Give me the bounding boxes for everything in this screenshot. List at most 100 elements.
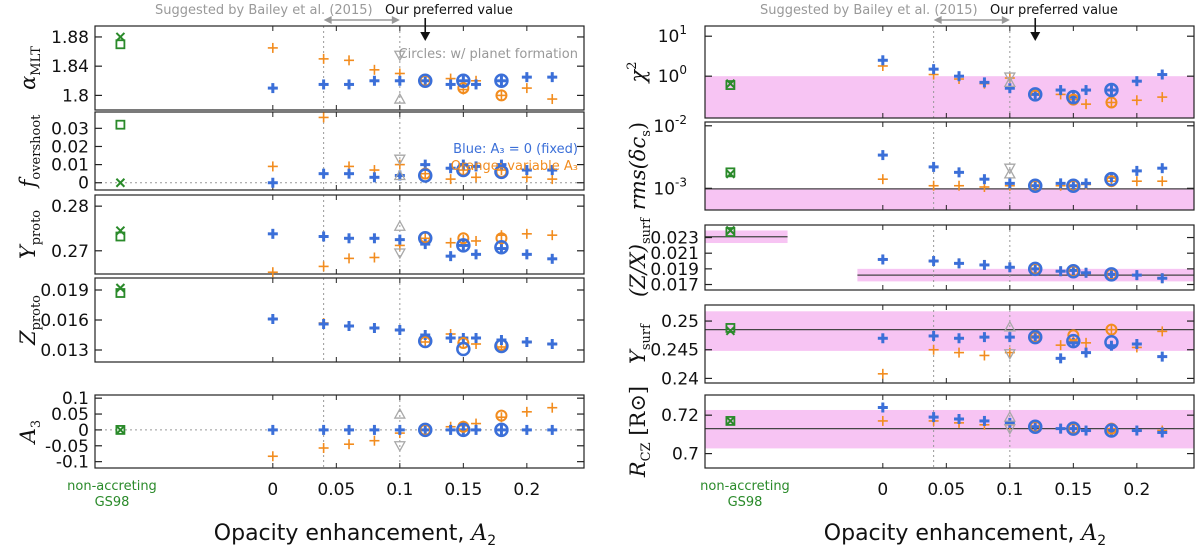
ylabel-main: A <box>16 428 40 445</box>
bailey-arrow-left-head-right <box>933 16 942 24</box>
legend-orange: Orange: variable A₃ <box>451 159 578 174</box>
ytick-exp: -3 <box>675 175 687 189</box>
gs98-x-a3 <box>115 425 126 435</box>
orange-point-chi2-11 <box>1157 92 1168 103</box>
blue-circle-rms-2 <box>1104 171 1119 187</box>
orange-circle-a3-2 <box>495 409 508 422</box>
blue-point-yproto-9 <box>496 243 507 254</box>
preferred-annotation-left: Our preferred value <box>385 3 513 18</box>
blue-circle-zx-2 <box>1104 267 1119 282</box>
blue-point-chi2-2 <box>954 71 965 82</box>
ylabel-main: Y <box>16 243 40 259</box>
x-axis-label-left: Opacity enhancement, A2 <box>214 521 496 549</box>
blue-point-yproto-0 <box>267 228 278 239</box>
gray-triangle-down-rcz <box>1003 423 1016 435</box>
orange-point-ysurf-1 <box>928 344 939 355</box>
gray-triangle-down-fov <box>393 154 406 166</box>
orange-point-a3-1 <box>318 443 329 454</box>
blue-point-zx-5 <box>1030 263 1041 274</box>
ytick-label-rms-0: 10-2 <box>653 113 687 137</box>
blue-point-fov-6 <box>445 163 456 174</box>
ytick-label-zproto-1: 0.016 <box>40 311 89 331</box>
blue-circle-a3-0 <box>417 422 433 438</box>
blue-circle-zx-1 <box>1066 263 1081 279</box>
orange-point-chi2-8 <box>1081 99 1092 110</box>
blue-point-alpha-2 <box>344 79 355 90</box>
ytick-base: 10 <box>658 67 680 87</box>
blue-point-chi2-3 <box>979 77 990 88</box>
ytick-label-a3-0: -0.1 <box>56 453 89 473</box>
gs98-x-rcz <box>725 416 736 426</box>
preferred-annotation-right: Our preferred value <box>990 3 1118 18</box>
orange-point-fov-6 <box>445 174 456 185</box>
ytick-label-zx-3: 0.023 <box>650 229 699 249</box>
gray-triangle-down-chi2 <box>1003 72 1016 84</box>
blue-point-alpha-6 <box>445 79 456 90</box>
ylabel-rms: rms(δcs) <box>626 122 654 210</box>
xtick-label-right-0: 0 <box>877 480 888 500</box>
blue-point-yproto-2 <box>344 233 355 244</box>
ytick-label-alpha-1: 1.84 <box>51 57 89 77</box>
blue-point-yproto-7 <box>458 240 469 251</box>
orange-point-a3-3 <box>369 435 380 446</box>
orange-point-a3-10 <box>521 406 532 417</box>
orange-circle-zproto-1 <box>457 337 470 349</box>
blue-point-a3-1 <box>318 424 329 435</box>
blue-point-zx-3 <box>979 259 990 270</box>
gs98-square-rcz <box>725 416 736 426</box>
ytick-label-zproto-2: 0.019 <box>40 281 89 301</box>
gs98-square-zx <box>725 227 736 237</box>
ytick-label-fov-2: 0.02 <box>51 137 89 157</box>
blue-circle-fov-1 <box>456 162 471 178</box>
ylabel-main: rms(δc <box>626 137 650 211</box>
ytick-exp: 0 <box>679 63 687 77</box>
ylabel-alpha: αMLT <box>16 46 44 90</box>
frame-rcz <box>704 394 1195 469</box>
orange-point-fov-8 <box>471 172 482 183</box>
blue-point-a3-6 <box>445 424 456 435</box>
gs98-x-yproto <box>115 225 126 236</box>
ytick-label-fov-0: 0 <box>78 174 89 194</box>
blue-point-chi2-4 <box>1004 83 1015 94</box>
orange-point-alpha-0 <box>267 42 278 53</box>
blue-point-zproto-11 <box>547 339 558 349</box>
blue-point-a3-8 <box>471 424 482 435</box>
ylabel-main: Z <box>16 330 40 346</box>
frame-alpha <box>94 25 585 111</box>
blue-point-fov-11 <box>547 165 558 176</box>
gs98-x-zx <box>725 225 736 236</box>
blue-circle-ysurf-0 <box>1027 329 1043 345</box>
x-axis-label-right-text: Opacity enhancement, <box>824 521 1082 546</box>
ylabel-sub: surf <box>639 323 654 350</box>
blue-circle-rcz-1 <box>1066 421 1081 436</box>
blue-point-alpha-0 <box>267 83 278 94</box>
orange-point-ysurf-0 <box>877 368 888 379</box>
blue-point-yproto-4 <box>394 234 405 245</box>
x-axis-label-right-sub: 2 <box>1097 533 1106 549</box>
orange-point-alpha-1 <box>318 53 329 64</box>
orange-point-yproto-11 <box>547 230 558 241</box>
ylabel-zproto: Zproto <box>16 295 44 346</box>
blue-point-rms-2 <box>954 167 965 178</box>
bailey-annotation-left: Suggested by Bailey et al. (2015) <box>155 3 373 18</box>
blue-circle-zproto-0 <box>417 333 433 349</box>
ytick-exp: 1 <box>679 23 687 37</box>
blue-point-zx-11 <box>1157 273 1168 284</box>
blue-circle-yproto-2 <box>494 239 509 255</box>
gs98-x-fov-b <box>115 178 126 188</box>
blue-point-rms-5 <box>1030 180 1041 191</box>
gray-triangle-up-rcz <box>1003 410 1016 422</box>
gs98-x-rcz-b <box>725 416 736 426</box>
ytick-label-yproto-0: 0.27 <box>51 242 89 262</box>
orange-point-fov-11 <box>547 174 558 185</box>
gray-triangle-up-rms <box>1003 167 1016 179</box>
gs98-x-zx-b <box>725 225 736 236</box>
orange-point-rms-11 <box>1157 176 1168 187</box>
orange-point-ysurf-11 <box>1157 326 1168 337</box>
blue-point-chi2-0 <box>877 55 888 66</box>
blue-point-rms-4 <box>1004 178 1015 189</box>
blue-point-a3-11 <box>547 424 558 435</box>
ytick-label-chi2-1: 100 <box>658 63 687 87</box>
